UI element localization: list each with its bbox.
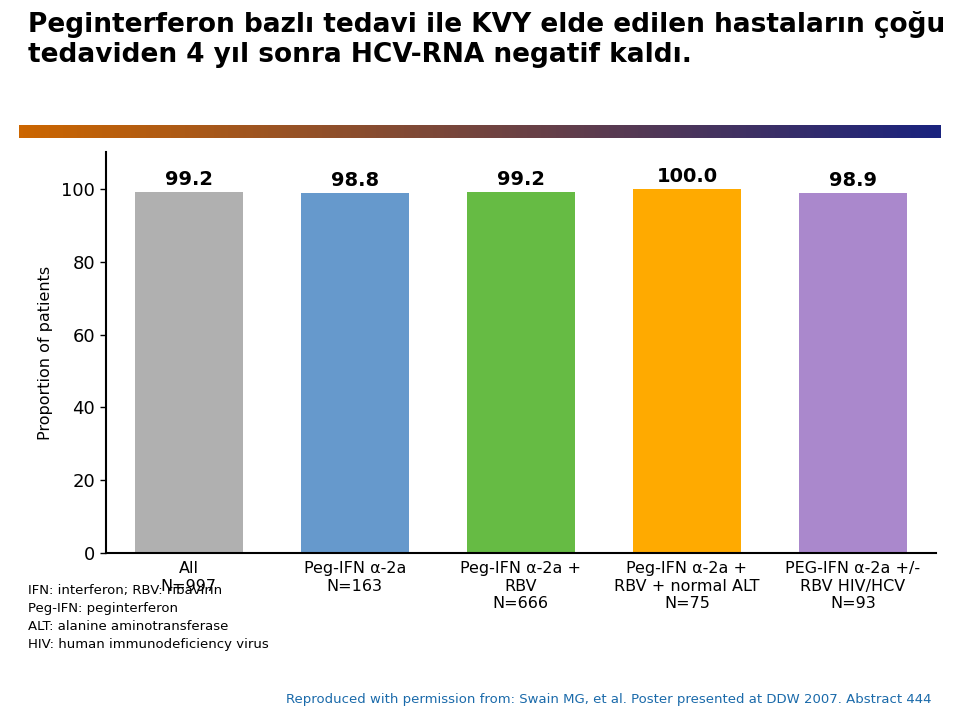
Text: Peginterferon bazlı tedavi ile KVY elde edilen hastaların çoğu
tedaviden 4 yıl s: Peginterferon bazlı tedavi ile KVY elde … (29, 11, 946, 67)
Bar (300, 194, 409, 553)
Text: 98.9: 98.9 (829, 171, 877, 190)
Text: 99.2: 99.2 (497, 170, 544, 189)
Text: 99.2: 99.2 (165, 170, 212, 189)
Text: 98.8: 98.8 (330, 172, 379, 190)
Y-axis label: Proportion of patients: Proportion of patients (38, 266, 53, 440)
Bar (799, 193, 907, 553)
Bar (467, 191, 575, 553)
Text: Reproduced with permission from: Swain MG, et al. Poster presented at DDW 2007. : Reproduced with permission from: Swain M… (286, 693, 931, 706)
Text: 100.0: 100.0 (657, 167, 717, 186)
Text: IFN: interferon; RBV: ribavirin
Peg-IFN: peginterferon
ALT: alanine aminotransfe: IFN: interferon; RBV: ribavirin Peg-IFN:… (29, 584, 269, 651)
Bar (633, 189, 741, 553)
Bar (134, 191, 243, 553)
